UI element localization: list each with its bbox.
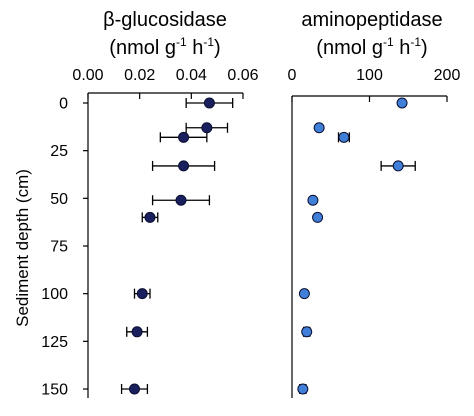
panel1-title: β-glucosidase [103,9,227,31]
panel2-data-point [307,194,319,206]
panel2-data-point [298,288,310,300]
panel2-x-tick-label: 200 [434,67,461,84]
panel1-data-point [203,97,215,109]
panel1-x-tick-label: 0.02 [124,67,155,84]
y-tick-label: 25 [50,143,68,160]
y-tick-label: 150 [41,382,68,399]
panel2-data-point [392,160,404,172]
panel1-x-tick-label: 0.00 [72,67,103,84]
panel1-data-point [144,211,156,223]
panel2-data-point [312,211,324,223]
panel2-data-point [338,131,350,143]
y-axis-label: Sediment depth (cm) [13,169,32,327]
panel1-unit: (nmol g-1 h-1) [109,35,220,59]
y-tick-label: 50 [50,191,68,208]
panel1-x-tick-label: 0.04 [176,67,207,84]
panel2-data-point [313,122,325,134]
panel2-data-point [297,383,309,395]
y-tick-label: 0 [59,96,68,113]
panel1-data-point [131,326,143,338]
panel1-data-point [201,122,213,134]
panel2-x-tick-label: 0 [288,67,297,84]
panel2-data-point [301,326,313,338]
panel-beta-glucosidase: 0.00 0.02 0.04 0.06 0 25 50 75 100 125 150 [41,67,258,399]
panel1-data-point [175,194,187,206]
panel1-data-point [178,160,190,172]
panel-aminopeptidase: 0 100 200 [288,67,461,398]
panel2-unit: (nmol g-1 h-1) [316,35,427,59]
y-tick-label: 100 [41,286,68,303]
panel1-data-point [129,383,140,395]
panel2-x-tick-label: 100 [356,67,383,84]
panel2-title: aminopeptidase [301,9,442,31]
y-tick-label: 125 [41,334,68,351]
panel1-data-point [178,131,190,143]
panel2-data-point [396,97,408,109]
y-tick-label: 75 [50,239,68,256]
panel1-data-point [136,288,148,300]
panel1-x-tick-label: 0.06 [227,67,258,84]
